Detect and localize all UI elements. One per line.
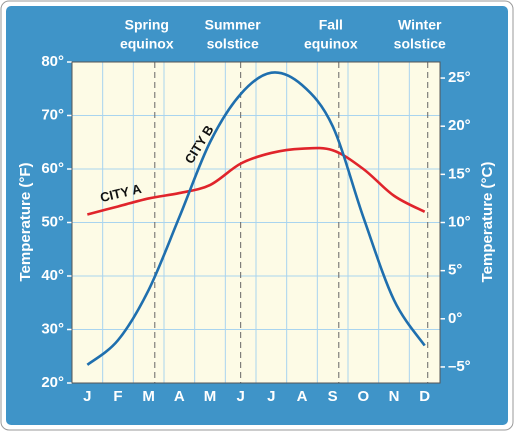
marker-label: Winter [398,17,442,33]
series-line [86,71,426,366]
y-tick-label: 30° [41,320,64,337]
y-tick-label: 60° [41,160,64,177]
marker-label: solstice [207,36,259,52]
x-tick-label: J [83,388,91,405]
x-tick-label: O [357,388,369,405]
x-tick-label: J [236,388,244,405]
marker-label: Summer [205,17,262,33]
y-axis-label: Temperature (°F) [17,162,34,281]
y-tick-label: 50° [41,213,64,230]
marker-label: equinox [304,36,358,52]
y2-tick-label: 5° [448,262,462,279]
y-tick-label: 20° [41,374,64,391]
y2-tick-label: 20° [448,117,471,134]
y2-tick-label: 10° [448,213,471,230]
y2-tick-label: –5° [448,358,471,375]
x-tick-label: F [113,388,122,405]
x-tick-label: N [389,388,400,405]
marker-label: equinox [120,36,174,52]
x-tick-label: M [204,388,217,405]
y2-axis-label: Temperature (°C) [479,162,496,283]
series-line [87,146,426,216]
x-tick-label: M [142,388,155,405]
x-tick-label: S [328,388,338,405]
marker-label: Spring [125,17,169,33]
x-tick-label: A [174,388,185,405]
y2-tick-label: 15° [448,165,471,182]
y2-tick-label: 0° [448,310,462,327]
y2-tick-label: 25° [448,69,471,86]
marker-label: solstice [394,36,446,52]
x-tick-label: A [297,388,308,405]
y-tick-label: 40° [41,267,64,284]
marker-label: Fall [319,17,343,33]
plot-border [71,61,441,384]
x-tick-label: D [419,388,430,405]
x-tick-label: J [267,388,275,405]
y-tick-label: 70° [41,106,64,123]
y-tick-label: 80° [41,53,64,70]
